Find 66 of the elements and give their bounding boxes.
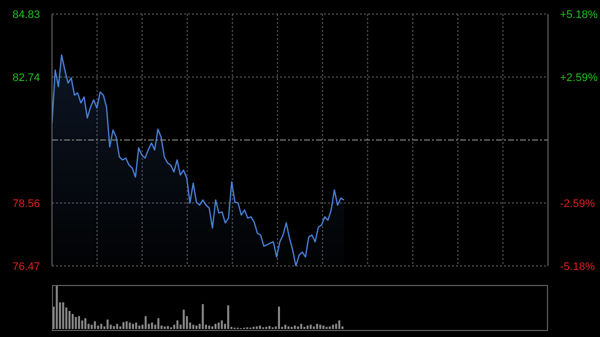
y-tick-label: 76.47 — [12, 261, 40, 273]
y-tick-label: 78.56 — [12, 198, 40, 210]
bar — [176, 320, 178, 329]
bar — [164, 326, 166, 329]
bar — [112, 326, 115, 329]
bar — [319, 324, 322, 329]
bar — [310, 324, 312, 329]
y2-tick-label: -2.59% — [560, 198, 596, 210]
bar — [284, 324, 286, 329]
bar — [214, 324, 217, 329]
bar — [94, 321, 96, 329]
bar — [84, 318, 86, 329]
bar — [218, 322, 220, 329]
bar — [72, 314, 74, 329]
bar — [126, 321, 128, 329]
y2-tick-label: +2.59% — [560, 72, 598, 84]
y-tick-label: 82.74 — [12, 72, 40, 84]
bar — [97, 326, 100, 329]
bar — [300, 324, 302, 329]
bar — [122, 322, 124, 329]
bar — [56, 286, 58, 329]
bar — [151, 322, 154, 329]
bar — [258, 326, 261, 329]
bar — [297, 326, 300, 329]
bar — [220, 320, 223, 329]
y-tick-label: 84.83 — [12, 9, 40, 21]
bar — [68, 310, 71, 329]
bar — [332, 324, 334, 329]
bar — [268, 326, 270, 329]
bar — [157, 318, 160, 329]
bar — [227, 305, 230, 329]
bar — [182, 310, 185, 329]
bar — [132, 324, 134, 329]
bar — [144, 316, 147, 329]
bar — [116, 324, 118, 329]
bar — [119, 326, 122, 329]
bar — [202, 304, 204, 329]
y2-tick-label: -5.18% — [560, 261, 596, 273]
bar — [74, 316, 77, 329]
bar — [312, 326, 315, 329]
bar — [78, 316, 80, 329]
bar — [335, 324, 338, 329]
bar — [195, 326, 198, 329]
bar — [166, 326, 169, 329]
bar — [208, 326, 210, 329]
bar — [322, 326, 324, 329]
bar — [306, 326, 309, 329]
bar — [294, 326, 296, 329]
bar — [106, 320, 109, 329]
bar — [90, 324, 93, 329]
bar — [278, 306, 280, 329]
bar — [173, 324, 176, 329]
bar — [62, 302, 64, 329]
bar — [81, 320, 84, 329]
bar — [211, 326, 214, 329]
bar — [328, 326, 331, 329]
y2-tick-label: +5.18% — [560, 9, 598, 21]
bar — [288, 326, 290, 329]
bar — [192, 324, 194, 329]
bar — [138, 326, 140, 329]
bar — [316, 324, 318, 329]
bar — [128, 322, 131, 329]
bar — [135, 322, 138, 329]
bar — [256, 326, 258, 329]
bar — [338, 320, 340, 329]
bar — [100, 324, 102, 329]
